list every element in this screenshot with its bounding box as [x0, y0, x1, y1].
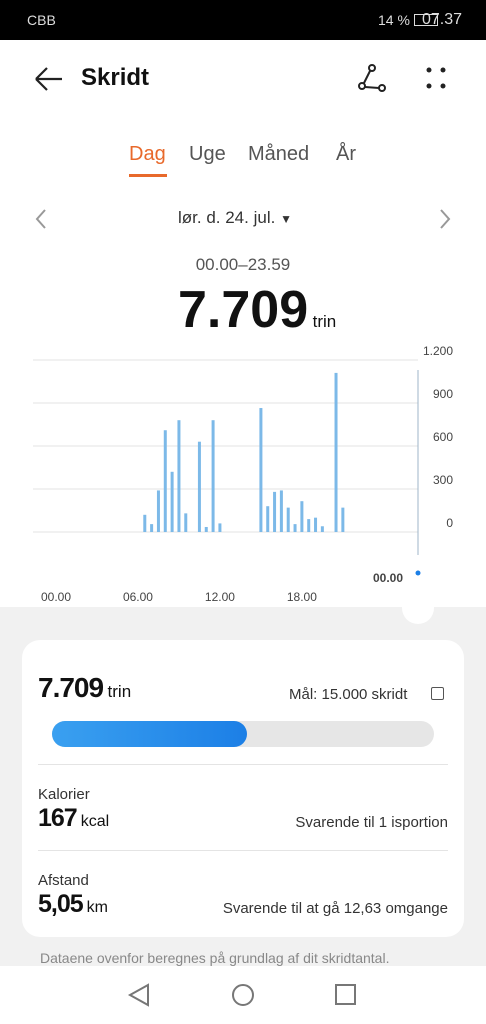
menu-icon[interactable]	[424, 66, 452, 92]
route-icon[interactable]	[356, 62, 388, 94]
divider	[38, 764, 448, 765]
bar	[341, 507, 345, 532]
status-bar: CBB 14 % 07.37	[0, 0, 486, 40]
bar	[293, 524, 297, 532]
goal[interactable]: Mål: 15.000 skridt	[289, 686, 408, 703]
selected-time: 00.00	[373, 571, 403, 585]
bar	[143, 514, 147, 532]
tab[interactable]: År	[336, 143, 356, 165]
y-tick-label: 600	[433, 430, 453, 444]
y-tick-label: 300	[433, 473, 453, 487]
back-button[interactable]	[32, 64, 64, 94]
edit-icon[interactable]	[431, 687, 444, 700]
nav-bar	[0, 966, 486, 1024]
row-label: Kalorier	[38, 786, 90, 803]
bar	[170, 471, 174, 532]
cursor-dot	[415, 570, 421, 576]
bar	[279, 490, 283, 532]
slider-knob[interactable]	[402, 592, 434, 624]
row-unit: kcal	[80, 813, 110, 830]
bar	[300, 501, 304, 532]
summary-card: 7.709 trin Mål: 15.000 skridt Kalorier 16…	[22, 640, 464, 937]
x-tick-label: 00.00	[41, 590, 71, 604]
footnote: Dataene ovenfor beregnes på grundlag af …	[40, 950, 390, 966]
bar	[177, 420, 181, 532]
divider	[38, 850, 448, 851]
title: Skridt	[81, 64, 150, 91]
bar	[334, 372, 338, 532]
row-note: Svarende til at gå 12,63 omgange	[222, 900, 448, 917]
battery: 14 %	[378, 12, 410, 28]
row-label: Afstand	[38, 872, 89, 889]
x-tick-label: 06.00	[123, 590, 153, 604]
row-value: 5,05 km	[38, 890, 108, 919]
bar	[218, 523, 222, 532]
total: 7.709 trin	[178, 280, 336, 340]
bar	[314, 517, 318, 532]
bar	[197, 441, 201, 532]
bar	[211, 420, 215, 532]
row-note: Svarende til 1 isportion	[295, 814, 448, 831]
steps-unit: trin	[107, 682, 132, 701]
date-label: lør. d. 24. jul.	[178, 208, 276, 227]
bar	[184, 513, 188, 532]
y-tick-label: 900	[433, 387, 453, 401]
next-day[interactable]	[438, 208, 452, 230]
progress-fill	[52, 721, 247, 747]
bar	[150, 524, 154, 532]
bar	[320, 526, 324, 532]
prev-day[interactable]	[34, 208, 48, 230]
chart: 1.200 900 600 300 0 00.00 06.00 12.00 18.00 00.00	[33, 344, 453, 604]
row-value: 167 kcal	[38, 804, 109, 833]
bar	[286, 507, 290, 532]
tab-indicator	[129, 174, 167, 177]
battery-icon	[414, 14, 438, 26]
tab[interactable]: Uge	[189, 143, 226, 165]
bar	[156, 490, 160, 532]
progress-track	[52, 721, 434, 747]
bar	[266, 506, 270, 532]
bar	[163, 430, 167, 532]
tab[interactable]: Måned	[248, 143, 310, 165]
time-range: 00.00–23.59	[195, 255, 291, 274]
bar	[307, 519, 311, 532]
row-number: 5,05	[38, 890, 84, 918]
x-tick-label: 18.00	[287, 590, 317, 604]
x-tick-label: 12.00	[205, 590, 235, 604]
y-tick-label: 1.200	[423, 344, 453, 358]
y-tick-label: 0	[446, 516, 453, 530]
steps-value: 7.709	[38, 672, 104, 703]
steps: 7.709 trin	[38, 672, 131, 704]
total-unit: trin	[312, 312, 337, 331]
clock: 07.37	[422, 11, 463, 28]
row-number: 167	[38, 804, 78, 832]
total-value: 7.709	[178, 281, 309, 339]
bar	[204, 526, 208, 532]
carrier: CBB	[27, 12, 56, 28]
tab[interactable]: Dag	[129, 143, 166, 165]
nav-buttons[interactable]	[126, 982, 376, 1008]
bar	[259, 408, 263, 532]
date[interactable]: lør. d. 24. jul. ▼	[178, 208, 292, 227]
bar	[273, 491, 277, 532]
row-unit: km	[86, 899, 108, 916]
